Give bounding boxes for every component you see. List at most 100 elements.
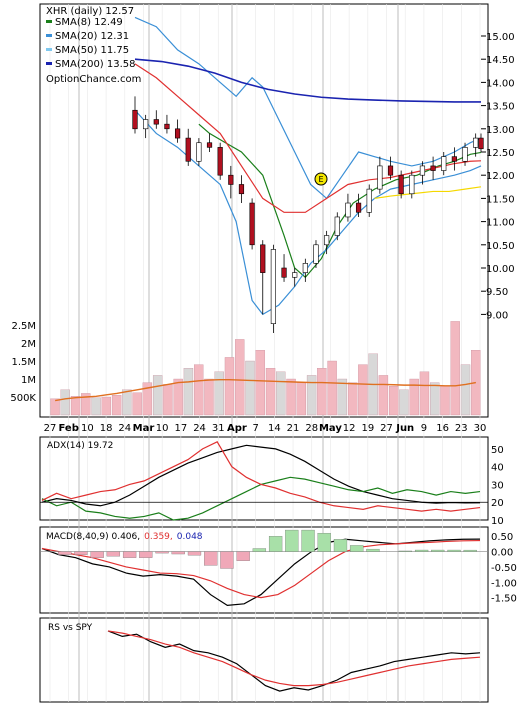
x-tick-label: 16	[436, 423, 449, 434]
volume-bar	[409, 378, 419, 416]
x-tick-label: 19	[361, 423, 374, 434]
legend-swatch-sma20	[46, 34, 52, 37]
x-tick-label: 12	[343, 423, 356, 434]
volume-bar	[70, 396, 81, 416]
volume-tick-label: 2.5M	[11, 321, 36, 332]
macd-tick-label: 0.00	[491, 548, 513, 559]
volume-bar	[296, 382, 306, 416]
legend-title: XHR (daily) 12.57	[46, 6, 134, 17]
macd-histogram-bar	[463, 549, 477, 552]
volume-bar	[60, 389, 70, 416]
candle-body	[238, 184, 245, 195]
x-tick-label: 31	[212, 423, 225, 434]
x-tick-label: 18	[100, 423, 113, 434]
volume-bar	[81, 393, 91, 416]
macd-histogram-bar	[333, 539, 348, 552]
macd-signal-label: 0.359,	[144, 532, 173, 542]
volume-bar	[122, 389, 132, 416]
candle-body	[334, 216, 340, 236]
x-tick-label: 27	[44, 423, 57, 434]
rs-panel-frame	[39, 617, 489, 703]
price-tick-label: 11.50	[486, 194, 515, 205]
candle-body	[143, 119, 149, 130]
macd-histogram-bar	[171, 551, 185, 555]
macd-histogram-bar	[285, 529, 299, 552]
volume-bar	[224, 357, 235, 416]
indicator-line	[41, 440, 481, 512]
macd-histogram-bar	[187, 551, 202, 556]
volume-bar	[245, 360, 255, 416]
candle-body	[430, 165, 436, 171]
volume-bar	[317, 368, 327, 416]
macd-histogram-bar	[301, 529, 315, 552]
volume-bar	[91, 397, 101, 416]
adx-tick-label: 50	[491, 445, 504, 456]
adx-tick-label: 30	[491, 480, 504, 491]
macd-histogram-bar	[155, 551, 169, 554]
volume-bar	[419, 371, 430, 416]
x-tick-label: 23	[455, 423, 468, 434]
volume-bar	[337, 378, 348, 416]
x-tick-label: Mar	[133, 423, 155, 434]
candle-body	[249, 202, 255, 246]
volume-bar	[430, 382, 440, 416]
volume-tick-label: 500K	[10, 393, 36, 404]
x-tick-label: 24	[193, 423, 206, 434]
macd-tick-label: -0.50	[491, 563, 517, 574]
legend-sma200: SMA(200) 13.58	[55, 59, 136, 70]
volume-bar	[276, 371, 286, 416]
macd-histogram-bar	[236, 551, 250, 561]
price-tick-label: 13.00	[486, 125, 515, 136]
rs-title: RS vs SPY	[48, 623, 93, 633]
price-tick-label: 12.50	[486, 148, 515, 159]
legend-swatch-sma8	[46, 20, 52, 23]
candle-body	[270, 249, 277, 324]
macd-histogram-bar	[431, 549, 445, 552]
candle-body	[473, 137, 479, 148]
macd-tick-label: -1.00	[491, 578, 517, 589]
candle-body	[451, 156, 457, 162]
volume-bar	[194, 364, 204, 416]
candle-body	[292, 272, 298, 278]
legend-swatch-sma200	[46, 62, 52, 65]
volume-tick-label: 1.5M	[11, 357, 36, 368]
candle-body	[387, 165, 394, 176]
indicator-line	[41, 539, 481, 599]
volume-ma-line	[55, 379, 476, 402]
candle-body	[217, 147, 223, 176]
price-panel-frame	[39, 3, 489, 418]
volume-bar	[388, 386, 399, 416]
x-tick-label: 24	[118, 423, 131, 434]
volume-bar	[327, 360, 337, 416]
candle-body	[441, 156, 447, 171]
x-tick-label: 21	[287, 423, 300, 434]
price-tick-label: 10.00	[486, 264, 515, 275]
candle-body	[174, 128, 181, 139]
earnings-event-marker	[314, 172, 328, 186]
macd-histogram-bar	[366, 548, 380, 552]
macd-histogram-bar	[220, 551, 234, 569]
candle-body	[302, 263, 308, 273]
candle-body	[313, 244, 319, 264]
price-tick-label: 12.00	[486, 171, 515, 182]
candle-body	[260, 244, 266, 273]
legend-sma50: SMA(50) 11.75	[55, 45, 129, 56]
macd-histogram-bar	[74, 551, 88, 555]
macd-histogram-bar	[414, 549, 429, 552]
price-tick-label: 10.50	[486, 241, 515, 252]
x-tick-label: 7	[252, 423, 258, 434]
candle-body	[164, 123, 170, 130]
price-overlay-line	[198, 123, 482, 279]
indicator-line	[107, 630, 481, 692]
adx-panel-frame	[39, 436, 489, 521]
volume-bar	[286, 378, 296, 416]
price-overlay-line	[374, 186, 482, 199]
price-tick-label: 14.00	[486, 78, 515, 89]
macd-panel-frame	[39, 526, 489, 614]
volume-bar	[50, 398, 60, 416]
macd-histogram-bar	[447, 549, 461, 552]
volume-bar	[163, 384, 173, 416]
macd-histogram-bar	[398, 550, 413, 552]
